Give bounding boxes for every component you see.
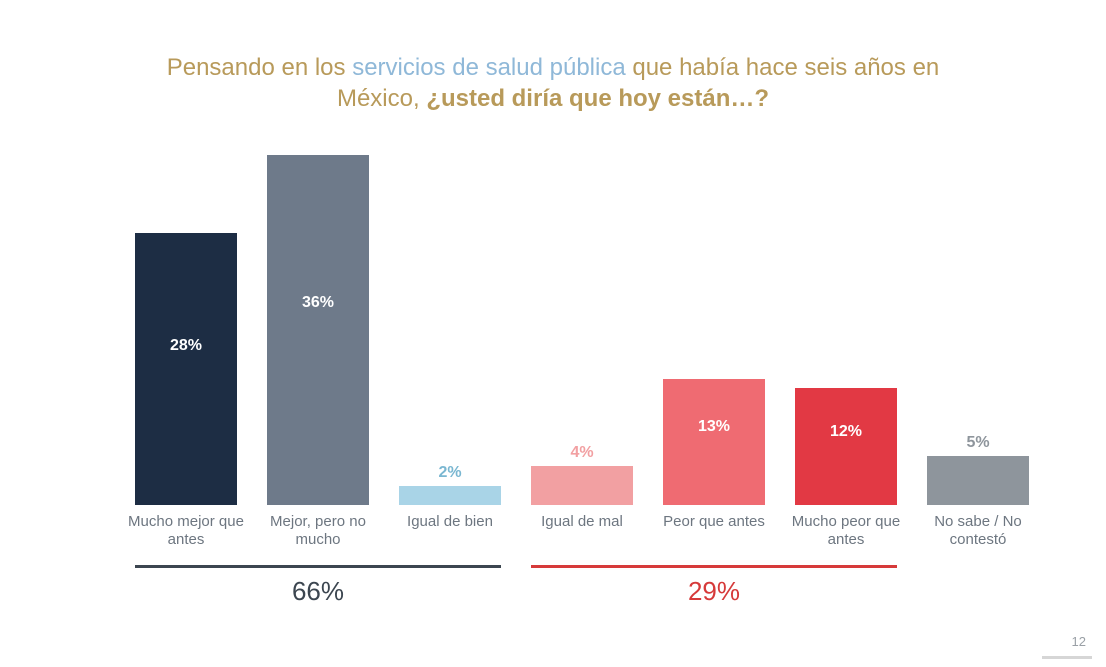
bar: [795, 388, 897, 505]
bar: [531, 466, 633, 505]
title-pre: Pensando en los: [167, 54, 352, 81]
bar-slot: 5%No sabe / No contestó: [912, 155, 1044, 505]
category-label: Mejor, pero no mucho: [258, 513, 378, 549]
bar-value-label: 28%: [170, 337, 202, 355]
bar: [927, 456, 1029, 505]
bar-slot: 4%Igual de mal: [516, 155, 648, 505]
category-label: Peor que antes: [654, 513, 774, 531]
page-number: 12: [1072, 634, 1086, 649]
title-topic: servicios de salud pública: [352, 54, 632, 81]
summary-bracket-label: 29%: [531, 576, 897, 607]
title-question: ¿usted diría que hoy están…?: [426, 85, 769, 112]
bar-value-label: 12%: [830, 423, 862, 441]
bar-chart: 28%Mucho mejor que antes36%Mejor, pero n…: [120, 155, 1050, 505]
category-label: Igual de mal: [522, 513, 642, 531]
chart-title: Pensando en los servicios de salud públi…: [0, 52, 1106, 114]
bar-value-label: 5%: [966, 434, 989, 452]
bar: [135, 233, 237, 505]
bar-value-label: 4%: [570, 444, 593, 462]
bar-value-label: 13%: [698, 418, 730, 436]
summary-bracket: 29%: [531, 565, 897, 568]
category-label: Mucho mejor que antes: [126, 513, 246, 549]
category-label: Igual de bien: [390, 513, 510, 531]
title-post: que había hace seis años en: [632, 54, 939, 81]
bar-slot: 36%Mejor, pero no mucho: [252, 155, 384, 505]
title-line2-pre: México,: [337, 85, 426, 112]
category-label: No sabe / No contestó: [918, 513, 1038, 549]
footer-rule: [1042, 656, 1092, 659]
bar-value-label: 36%: [302, 294, 334, 312]
summary-bracket: 66%: [135, 565, 501, 568]
bar-slot: 12%Mucho peor que antes: [780, 155, 912, 505]
bar-slot: 28%Mucho mejor que antes: [120, 155, 252, 505]
bar: [399, 486, 501, 505]
bar: [267, 155, 369, 505]
bar-slot: 2%Igual de bien: [384, 155, 516, 505]
bar: [663, 379, 765, 505]
bar-value-label: 2%: [438, 464, 461, 482]
category-label: Mucho peor que antes: [786, 513, 906, 549]
summary-bracket-label: 66%: [135, 576, 501, 607]
bar-slot: 13%Peor que antes: [648, 155, 780, 505]
